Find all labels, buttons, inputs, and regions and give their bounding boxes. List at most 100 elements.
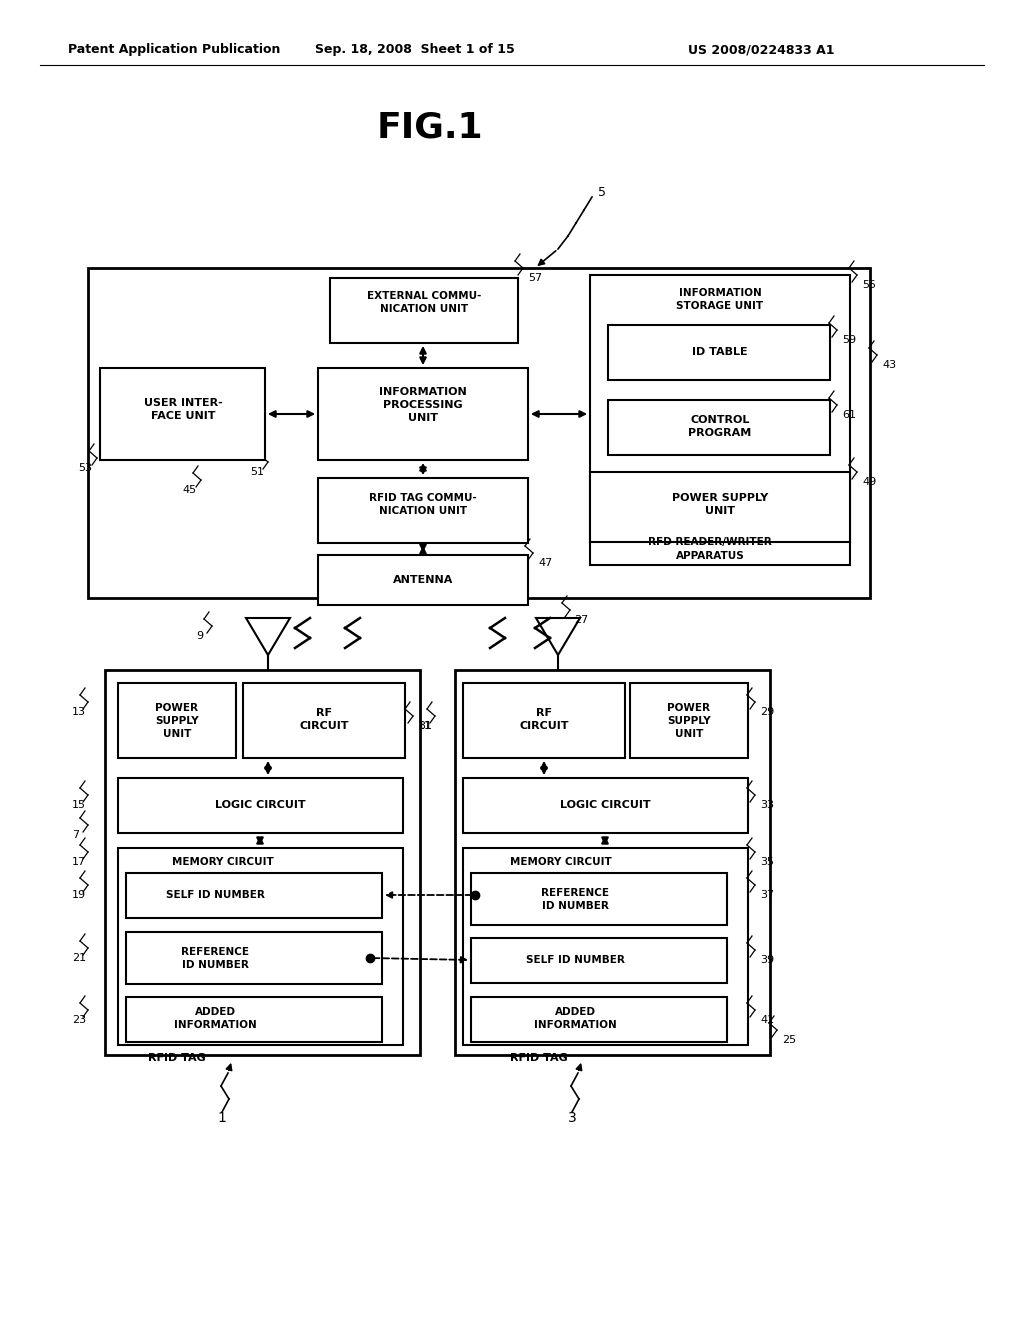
Text: EXTERNAL COMMU-: EXTERNAL COMMU- bbox=[367, 290, 481, 301]
Bar bbox=[118, 847, 403, 1045]
Text: LOGIC CIRCUIT: LOGIC CIRCUIT bbox=[215, 800, 305, 810]
Text: SUPPLY: SUPPLY bbox=[668, 715, 711, 726]
Text: 29: 29 bbox=[760, 708, 774, 717]
Text: 51: 51 bbox=[250, 467, 264, 477]
Text: 33: 33 bbox=[760, 800, 774, 810]
Text: FACE UNIT: FACE UNIT bbox=[151, 411, 215, 421]
Text: CONTROL: CONTROL bbox=[690, 414, 750, 425]
Text: 19: 19 bbox=[72, 890, 86, 900]
Text: CIRCUIT: CIRCUIT bbox=[299, 721, 349, 731]
Text: 39: 39 bbox=[760, 954, 774, 965]
Bar bbox=[471, 939, 727, 983]
Bar bbox=[608, 325, 830, 380]
Text: ID NUMBER: ID NUMBER bbox=[181, 960, 249, 970]
Text: MEMORY CIRCUIT: MEMORY CIRCUIT bbox=[510, 857, 611, 867]
Text: MEMORY CIRCUIT: MEMORY CIRCUIT bbox=[172, 857, 273, 867]
Text: POWER SUPPLY: POWER SUPPLY bbox=[672, 492, 768, 503]
Text: FIG.1: FIG.1 bbox=[377, 111, 483, 145]
Text: CIRCUIT: CIRCUIT bbox=[519, 721, 568, 731]
Bar bbox=[590, 275, 850, 565]
Text: PROCESSING: PROCESSING bbox=[383, 400, 463, 411]
Text: REFERENCE: REFERENCE bbox=[181, 946, 249, 957]
Bar bbox=[318, 554, 528, 605]
Bar bbox=[608, 400, 830, 455]
Bar bbox=[318, 368, 528, 459]
Text: ID TABLE: ID TABLE bbox=[692, 347, 748, 356]
Text: ADDED: ADDED bbox=[195, 1007, 236, 1016]
Text: 31: 31 bbox=[418, 721, 432, 731]
Text: 3: 3 bbox=[567, 1111, 577, 1125]
Bar bbox=[243, 682, 406, 758]
Text: ID NUMBER: ID NUMBER bbox=[542, 902, 608, 911]
Text: INFORMATION: INFORMATION bbox=[679, 288, 762, 298]
Text: 53: 53 bbox=[78, 463, 92, 473]
Text: 23: 23 bbox=[72, 1015, 86, 1026]
Bar bbox=[126, 932, 382, 983]
Text: POWER: POWER bbox=[156, 704, 199, 713]
Text: 1: 1 bbox=[217, 1111, 226, 1125]
Text: RFD READER/WRITER: RFD READER/WRITER bbox=[648, 537, 772, 546]
Text: REFERENCE: REFERENCE bbox=[541, 888, 609, 898]
Text: SELF ID NUMBER: SELF ID NUMBER bbox=[525, 954, 625, 965]
Text: 59: 59 bbox=[842, 335, 856, 345]
Bar bbox=[88, 268, 870, 598]
Text: 13: 13 bbox=[72, 708, 86, 717]
Text: SELF ID NUMBER: SELF ID NUMBER bbox=[166, 890, 264, 900]
Text: POWER: POWER bbox=[668, 704, 711, 713]
Bar bbox=[126, 873, 382, 917]
Text: 61: 61 bbox=[842, 411, 856, 420]
Text: UNIT: UNIT bbox=[675, 729, 703, 739]
Text: INFORMATION: INFORMATION bbox=[534, 1020, 616, 1030]
Text: SUPPLY: SUPPLY bbox=[156, 715, 199, 726]
Text: 55: 55 bbox=[862, 280, 876, 290]
Text: 47: 47 bbox=[538, 558, 552, 568]
Text: NICATION UNIT: NICATION UNIT bbox=[380, 304, 468, 314]
Text: NICATION UNIT: NICATION UNIT bbox=[379, 506, 467, 516]
Text: UNIT: UNIT bbox=[705, 506, 735, 516]
Text: 49: 49 bbox=[862, 477, 877, 487]
Bar bbox=[330, 279, 518, 343]
Text: 7: 7 bbox=[72, 830, 79, 840]
Bar bbox=[471, 873, 727, 925]
Text: 37: 37 bbox=[760, 890, 774, 900]
Text: 21: 21 bbox=[72, 953, 86, 964]
Text: ADDED: ADDED bbox=[555, 1007, 596, 1016]
Text: 57: 57 bbox=[528, 273, 542, 282]
Text: 45: 45 bbox=[182, 484, 197, 495]
Text: PROGRAM: PROGRAM bbox=[688, 428, 752, 438]
Text: APPARATUS: APPARATUS bbox=[676, 550, 744, 561]
Bar bbox=[630, 682, 748, 758]
Bar bbox=[100, 368, 265, 459]
Text: 15: 15 bbox=[72, 800, 86, 810]
Text: 11: 11 bbox=[418, 721, 432, 731]
Text: 41: 41 bbox=[760, 1015, 774, 1026]
Text: RF: RF bbox=[316, 708, 332, 718]
Text: INFORMATION: INFORMATION bbox=[174, 1020, 256, 1030]
Text: Sep. 18, 2008  Sheet 1 of 15: Sep. 18, 2008 Sheet 1 of 15 bbox=[315, 44, 515, 57]
Bar bbox=[471, 997, 727, 1041]
Text: 17: 17 bbox=[72, 857, 86, 867]
Text: 27: 27 bbox=[574, 615, 588, 624]
Bar bbox=[105, 671, 420, 1055]
Text: Patent Application Publication: Patent Application Publication bbox=[68, 44, 281, 57]
Text: RF: RF bbox=[536, 708, 552, 718]
Text: UNIT: UNIT bbox=[163, 729, 191, 739]
Text: 9: 9 bbox=[196, 631, 203, 642]
Bar bbox=[118, 777, 403, 833]
Text: 25: 25 bbox=[782, 1035, 796, 1045]
Bar bbox=[463, 682, 625, 758]
Text: US 2008/0224833 A1: US 2008/0224833 A1 bbox=[688, 44, 835, 57]
Text: UNIT: UNIT bbox=[408, 413, 438, 422]
Bar bbox=[318, 478, 528, 543]
Text: 43: 43 bbox=[882, 360, 896, 370]
Text: INFORMATION: INFORMATION bbox=[379, 387, 467, 397]
Text: USER INTER-: USER INTER- bbox=[143, 399, 222, 408]
Bar bbox=[455, 671, 770, 1055]
Text: ANTENNA: ANTENNA bbox=[393, 576, 454, 585]
Text: STORAGE UNIT: STORAGE UNIT bbox=[677, 301, 764, 312]
Bar bbox=[463, 847, 748, 1045]
Text: RFID TAG: RFID TAG bbox=[148, 1053, 206, 1063]
Text: RFID TAG COMMU-: RFID TAG COMMU- bbox=[369, 492, 477, 503]
Text: LOGIC CIRCUIT: LOGIC CIRCUIT bbox=[560, 800, 650, 810]
Text: 35: 35 bbox=[760, 857, 774, 867]
